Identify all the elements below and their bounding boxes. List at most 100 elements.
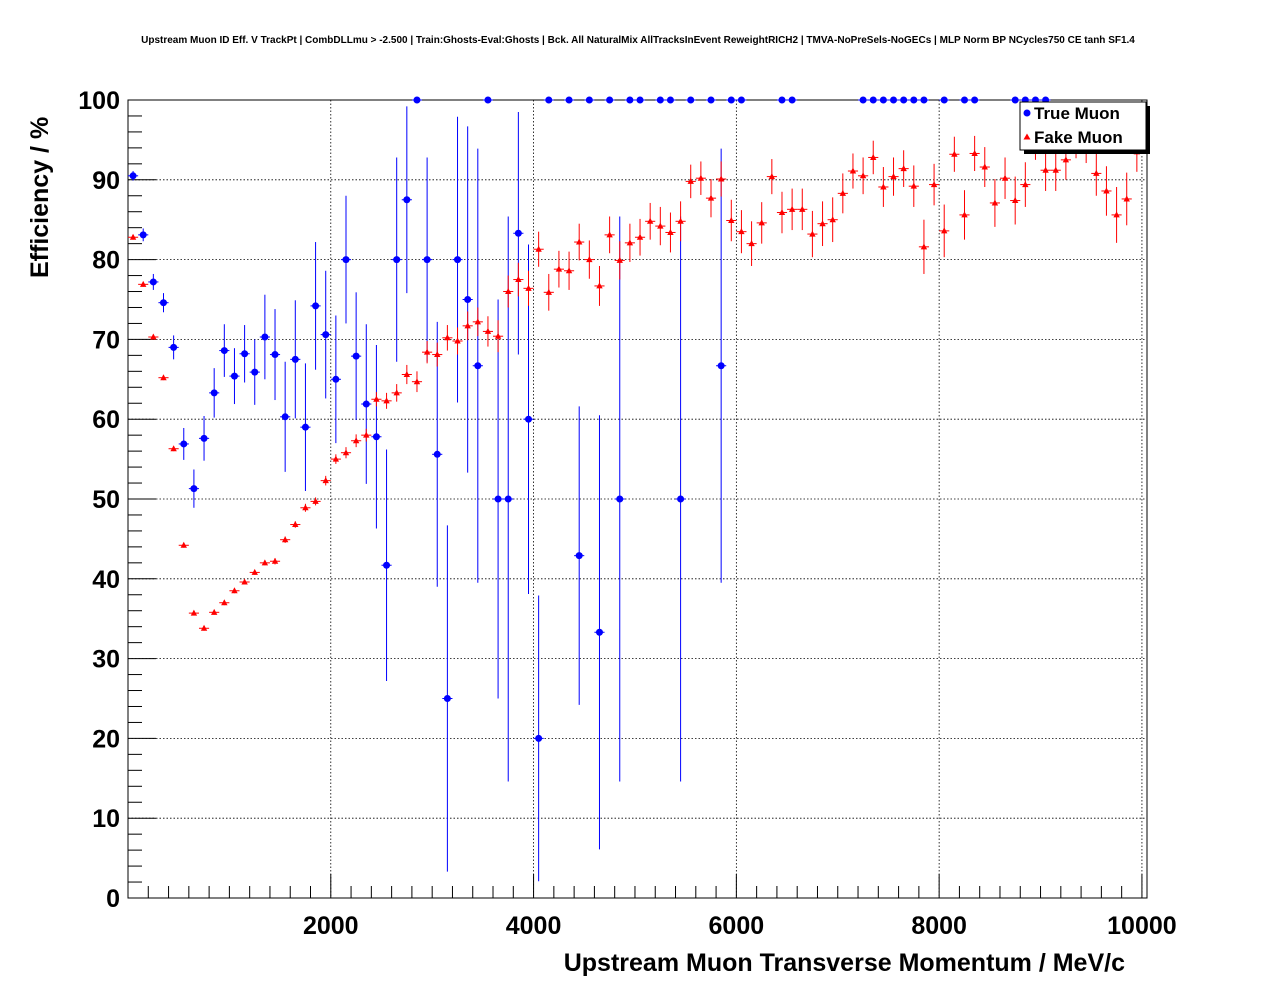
true-muon-point: [281, 413, 289, 421]
legend-fake-muon-marker: [1023, 133, 1031, 140]
true-muon-point: [626, 96, 634, 104]
true-muon-point: [636, 96, 644, 104]
true-muon-point: [322, 331, 330, 339]
fake-muon-point: [778, 209, 786, 216]
fake-muon-point: [322, 477, 329, 484]
fake-muon-point: [251, 568, 258, 575]
fake-muon-point: [768, 173, 776, 180]
true-muon-point: [525, 415, 533, 423]
true-muon-point: [362, 400, 370, 408]
fake-muon-point: [535, 245, 542, 252]
y-tick-label: 50: [92, 486, 120, 514]
fake-muon-point: [180, 541, 187, 548]
true-muon-point: [433, 450, 441, 458]
fake-muon-point: [555, 265, 563, 272]
y-tick-label: 0: [106, 885, 120, 913]
plot-frame: [127, 99, 1148, 899]
fake-muon-point: [271, 557, 279, 564]
fake-muon-point: [870, 153, 877, 160]
fake-muon-point: [241, 578, 248, 585]
true-muon-point: [879, 96, 887, 104]
fake-muon-point: [616, 256, 623, 263]
fake-muon-point: [210, 608, 218, 615]
y-tick-label: 70: [92, 326, 120, 354]
fake-muon-point: [352, 437, 360, 444]
true-muon-point: [261, 333, 269, 341]
fake-muon-point: [829, 216, 836, 223]
true-muon-point: [332, 375, 340, 383]
true-muon-point: [403, 196, 411, 204]
true-muon-point: [474, 362, 482, 370]
true-muon-point: [585, 96, 593, 104]
true-muon-point: [788, 96, 796, 104]
fake-muon-point: [596, 282, 603, 289]
x-tick-label: 10000: [1107, 912, 1177, 940]
x-tick-label: 4000: [506, 912, 562, 940]
fake-muon-point: [565, 267, 573, 274]
fake-muon-point: [515, 276, 522, 283]
fake-muon-point: [281, 536, 289, 543]
fake-muon-point: [799, 205, 806, 212]
data-points: [128, 96, 1142, 882]
fake-muon-point: [332, 455, 340, 462]
true-muon-point: [220, 347, 228, 355]
true-muon-point: [737, 96, 745, 104]
fake-muon-point: [140, 280, 147, 287]
fake-muon-point: [444, 334, 451, 341]
true-muon-point: [291, 355, 299, 363]
true-muon-point: [129, 172, 137, 180]
y-axis: 0 10 20 30 40 50 60 70 80 90 100: [78, 87, 156, 913]
true-muon-point: [484, 96, 492, 104]
fake-muon-point: [423, 348, 431, 355]
fake-muon-point: [626, 239, 634, 246]
y-tick-label: 100: [78, 87, 120, 115]
fake-muon-point: [505, 288, 512, 295]
fake-muon-point: [717, 175, 725, 182]
fake-muon-point: [545, 288, 552, 295]
true-muon-point: [514, 229, 522, 237]
fake-muon-point: [393, 389, 400, 396]
true-muon-point: [464, 296, 472, 303]
true-muon-point: [210, 389, 218, 397]
true-muon-point: [383, 561, 391, 569]
fake-muon-point: [129, 233, 137, 240]
fake-muon-point: [302, 504, 309, 511]
fake-muon-point: [525, 284, 532, 291]
fake-muon-point: [910, 182, 917, 189]
fake-muon-point: [434, 351, 441, 358]
legend: True Muon Fake Muon: [1019, 101, 1150, 154]
true-muon-point: [241, 350, 249, 358]
true-muon-point: [869, 96, 877, 104]
y-axis-label: Efficiency / %: [26, 117, 54, 278]
fake-muon-point: [312, 497, 319, 504]
fake-muon-point: [900, 165, 907, 172]
fake-muon-point: [738, 228, 745, 235]
fake-muon-point: [1093, 169, 1100, 176]
legend-true-muon-label: True Muon: [1034, 104, 1120, 123]
true-muon-point: [170, 343, 178, 351]
true-muon-point: [859, 96, 867, 104]
fake-muon-point: [1113, 211, 1120, 218]
fake-muon-point: [788, 205, 796, 212]
fake-muon-point: [494, 332, 502, 339]
fake-muon-point: [200, 624, 208, 631]
true-muon-point: [890, 96, 898, 104]
fake-muon-point: [221, 599, 228, 606]
true-muon-point: [312, 302, 320, 310]
true-muon-point: [606, 96, 614, 104]
true-muon-point: [595, 628, 603, 636]
fake-muon-point: [697, 174, 705, 181]
fake-muon-point: [1052, 166, 1059, 173]
chart-title: Upstream Muon ID Eff. V TrackPt | CombDL…: [141, 35, 1135, 46]
true-muon-point: [920, 96, 928, 104]
fake-muon-point: [403, 371, 411, 378]
true-muon-point: [900, 96, 908, 104]
true-muon-point: [666, 96, 674, 104]
fake-muon-point: [454, 337, 461, 344]
true-muon-point: [707, 96, 715, 104]
fake-muon-point: [1001, 174, 1009, 181]
true-muon-point: [535, 734, 543, 742]
true-muon-point: [910, 96, 918, 104]
fake-muon-point: [890, 173, 897, 180]
fake-muon-point: [1011, 197, 1019, 204]
